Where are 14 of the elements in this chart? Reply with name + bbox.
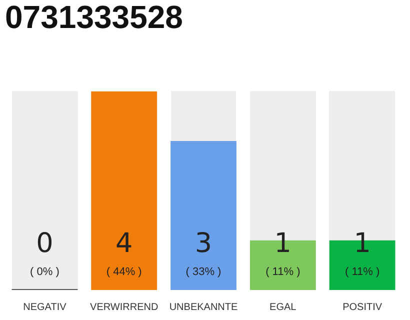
data-label: 0	[36, 228, 54, 260]
annotation: ( 0% )	[30, 266, 60, 278]
x-tick-label: EGAL	[270, 302, 297, 313]
x-tick-label: POSITIV	[342, 302, 382, 313]
x-tick-label: UNBEKANNTE	[169, 302, 238, 313]
annotation: ( 11% )	[344, 266, 380, 278]
chart-title: 0731333528	[5, 0, 183, 36]
annotation: ( 11% )	[266, 266, 300, 278]
annotation: ( 33% )	[186, 266, 222, 278]
data-label: 3	[194, 228, 212, 260]
data-label: 4	[116, 228, 133, 260]
annotation: ( 44% )	[106, 266, 142, 278]
x-tick-label: NEGATIV	[23, 302, 67, 313]
x-tick-label: VERWIRREND	[90, 302, 158, 313]
